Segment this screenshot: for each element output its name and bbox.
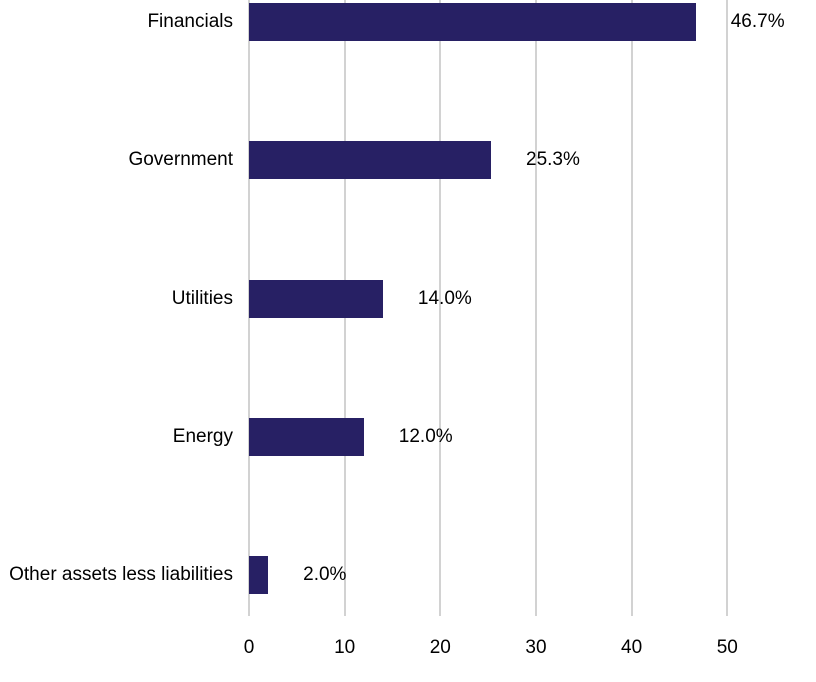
value-label: 14.0% [417, 287, 472, 309]
bar [249, 279, 383, 318]
category-label: Utilities [171, 287, 233, 309]
category-label: Energy [172, 425, 233, 447]
x-tick-label: 10 [334, 637, 356, 658]
x-gridline [726, 0, 729, 616]
category-label: Government [128, 149, 233, 171]
bar [249, 3, 696, 41]
bar [249, 556, 269, 594]
x-gridline [630, 0, 633, 616]
value-label: 2.0% [303, 564, 347, 585]
bar [249, 141, 492, 180]
category-label: Other assets less liabilities [9, 564, 233, 585]
x-tick-label: 0 [243, 637, 255, 658]
value-label: 46.7% [730, 11, 785, 32]
category-label: Financials [147, 11, 233, 32]
x-tick-label: 20 [429, 637, 451, 658]
x-gridline [439, 0, 442, 616]
x-tick-label: 30 [525, 637, 547, 658]
x-tick-label: 40 [621, 637, 643, 658]
value-label: 12.0% [398, 425, 453, 447]
value-label: 25.3% [526, 149, 580, 171]
bar [249, 417, 364, 456]
x-gridline [534, 0, 537, 616]
x-tick-label: 50 [716, 637, 738, 658]
